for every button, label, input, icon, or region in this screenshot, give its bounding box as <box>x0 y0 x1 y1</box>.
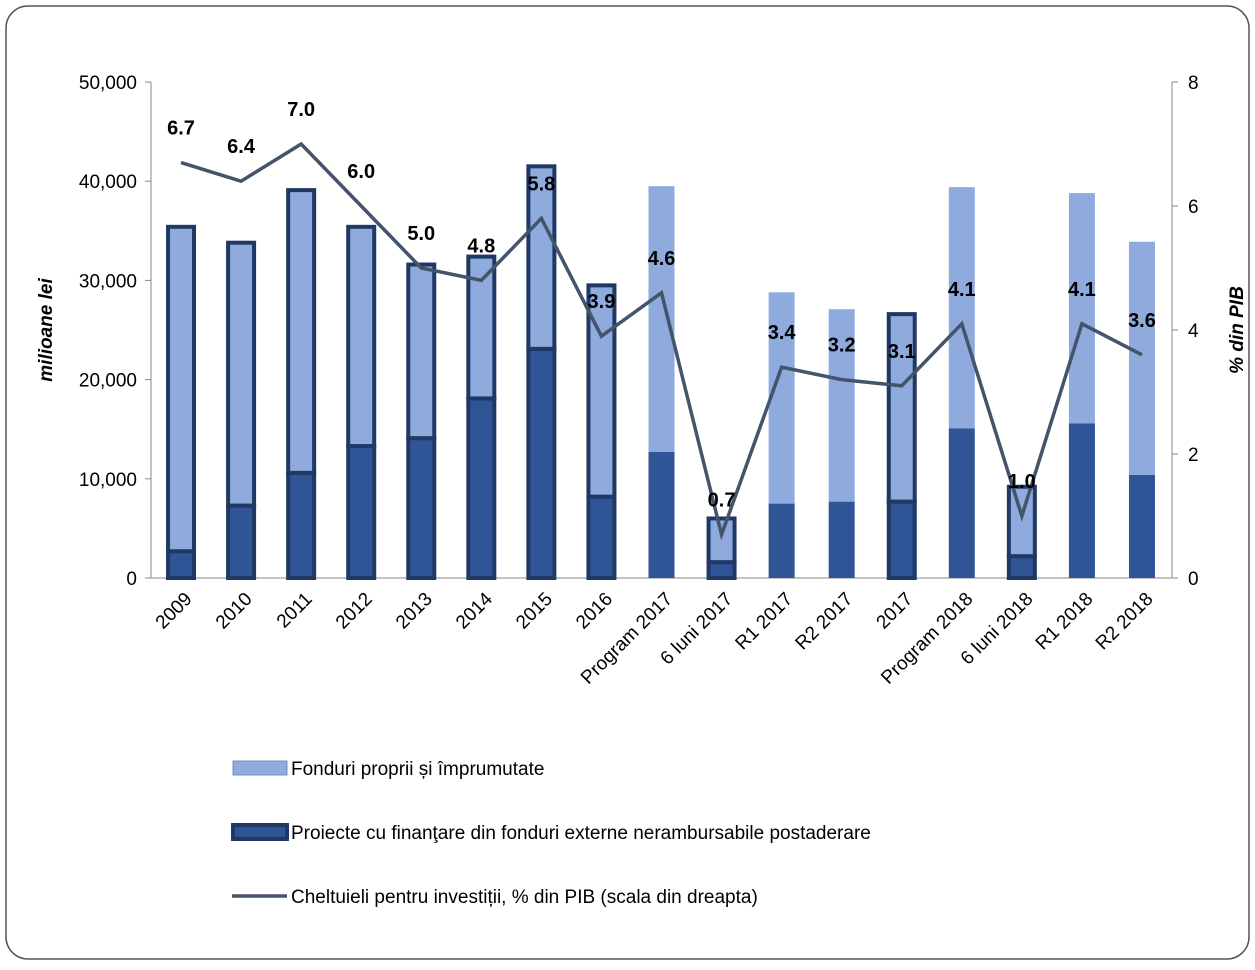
data-label: 7.0 <box>287 99 315 121</box>
data-label: 5.0 <box>407 223 435 245</box>
data-label: 6.4 <box>227 136 256 158</box>
line <box>180 141 1143 541</box>
legend-swatch <box>232 760 288 776</box>
y-tick-label: 10,000 <box>79 470 137 491</box>
data-label: 4.1 <box>948 279 976 301</box>
bar <box>586 494 617 581</box>
y2-tick-label: 4 <box>1188 321 1199 342</box>
bar <box>286 470 317 580</box>
data-label: 3.6 <box>1128 310 1156 332</box>
bar <box>1068 193 1095 424</box>
legend-swatch <box>231 823 289 841</box>
data-label: 3.2 <box>828 335 856 357</box>
legend-label: Fonduri proprii și împrumutate <box>291 759 544 780</box>
y-tick-label: 20,000 <box>79 371 137 392</box>
bar <box>706 560 737 580</box>
y2-axis-title: % din PIB <box>1227 286 1248 374</box>
legend-label: Proiecte cu finanţare din fonduri extern… <box>291 823 871 844</box>
bar <box>406 262 437 441</box>
bar <box>768 503 795 578</box>
y2-tick-label: 2 <box>1188 445 1199 466</box>
data-label: 0.7 <box>708 490 736 512</box>
y2-tick-label: 0 <box>1188 569 1199 590</box>
bar <box>828 309 855 502</box>
data-label: 6.0 <box>347 161 375 183</box>
bar <box>526 346 557 580</box>
y2-tick-label: 8 <box>1188 73 1199 94</box>
y-tick-label: 40,000 <box>79 172 137 193</box>
bar <box>1068 423 1095 578</box>
bar <box>406 436 437 580</box>
bar <box>526 164 557 351</box>
data-label: 1.0 <box>1008 471 1036 493</box>
y-tick-label: 50,000 <box>79 73 137 94</box>
data-label: 5.8 <box>527 173 555 195</box>
bar <box>166 224 197 554</box>
bar <box>886 499 917 580</box>
y-tick-label: 0 <box>126 569 137 590</box>
y-axis-title: milioane lei <box>36 278 57 382</box>
bar <box>948 428 975 578</box>
bar <box>1128 241 1155 475</box>
bar <box>286 188 317 475</box>
data-label: 6.7 <box>167 118 195 140</box>
bar <box>948 187 975 429</box>
bar <box>648 186 675 453</box>
data-label: 4.1 <box>1068 279 1096 301</box>
bar <box>648 452 675 578</box>
chart-frame <box>5 5 1250 960</box>
data-label: 3.1 <box>888 341 916 363</box>
bar <box>226 240 257 508</box>
data-label: 3.9 <box>588 291 616 313</box>
bar <box>346 444 377 580</box>
bar <box>346 224 377 449</box>
data-label: 4.8 <box>467 235 495 257</box>
bar <box>466 396 497 580</box>
legend-label: Cheltuieli pentru investiții, % din PIB … <box>291 887 758 908</box>
bar <box>166 549 197 581</box>
bar <box>226 503 257 581</box>
bar <box>886 312 917 504</box>
y-tick-label: 30,000 <box>79 271 137 292</box>
data-label: 3.4 <box>768 322 797 344</box>
y2-tick-label: 6 <box>1188 197 1199 218</box>
data-label: 4.6 <box>648 248 676 270</box>
bar <box>828 501 855 578</box>
bar <box>1006 554 1037 581</box>
bar <box>706 516 737 565</box>
bar <box>768 292 795 504</box>
bar <box>1128 474 1155 578</box>
